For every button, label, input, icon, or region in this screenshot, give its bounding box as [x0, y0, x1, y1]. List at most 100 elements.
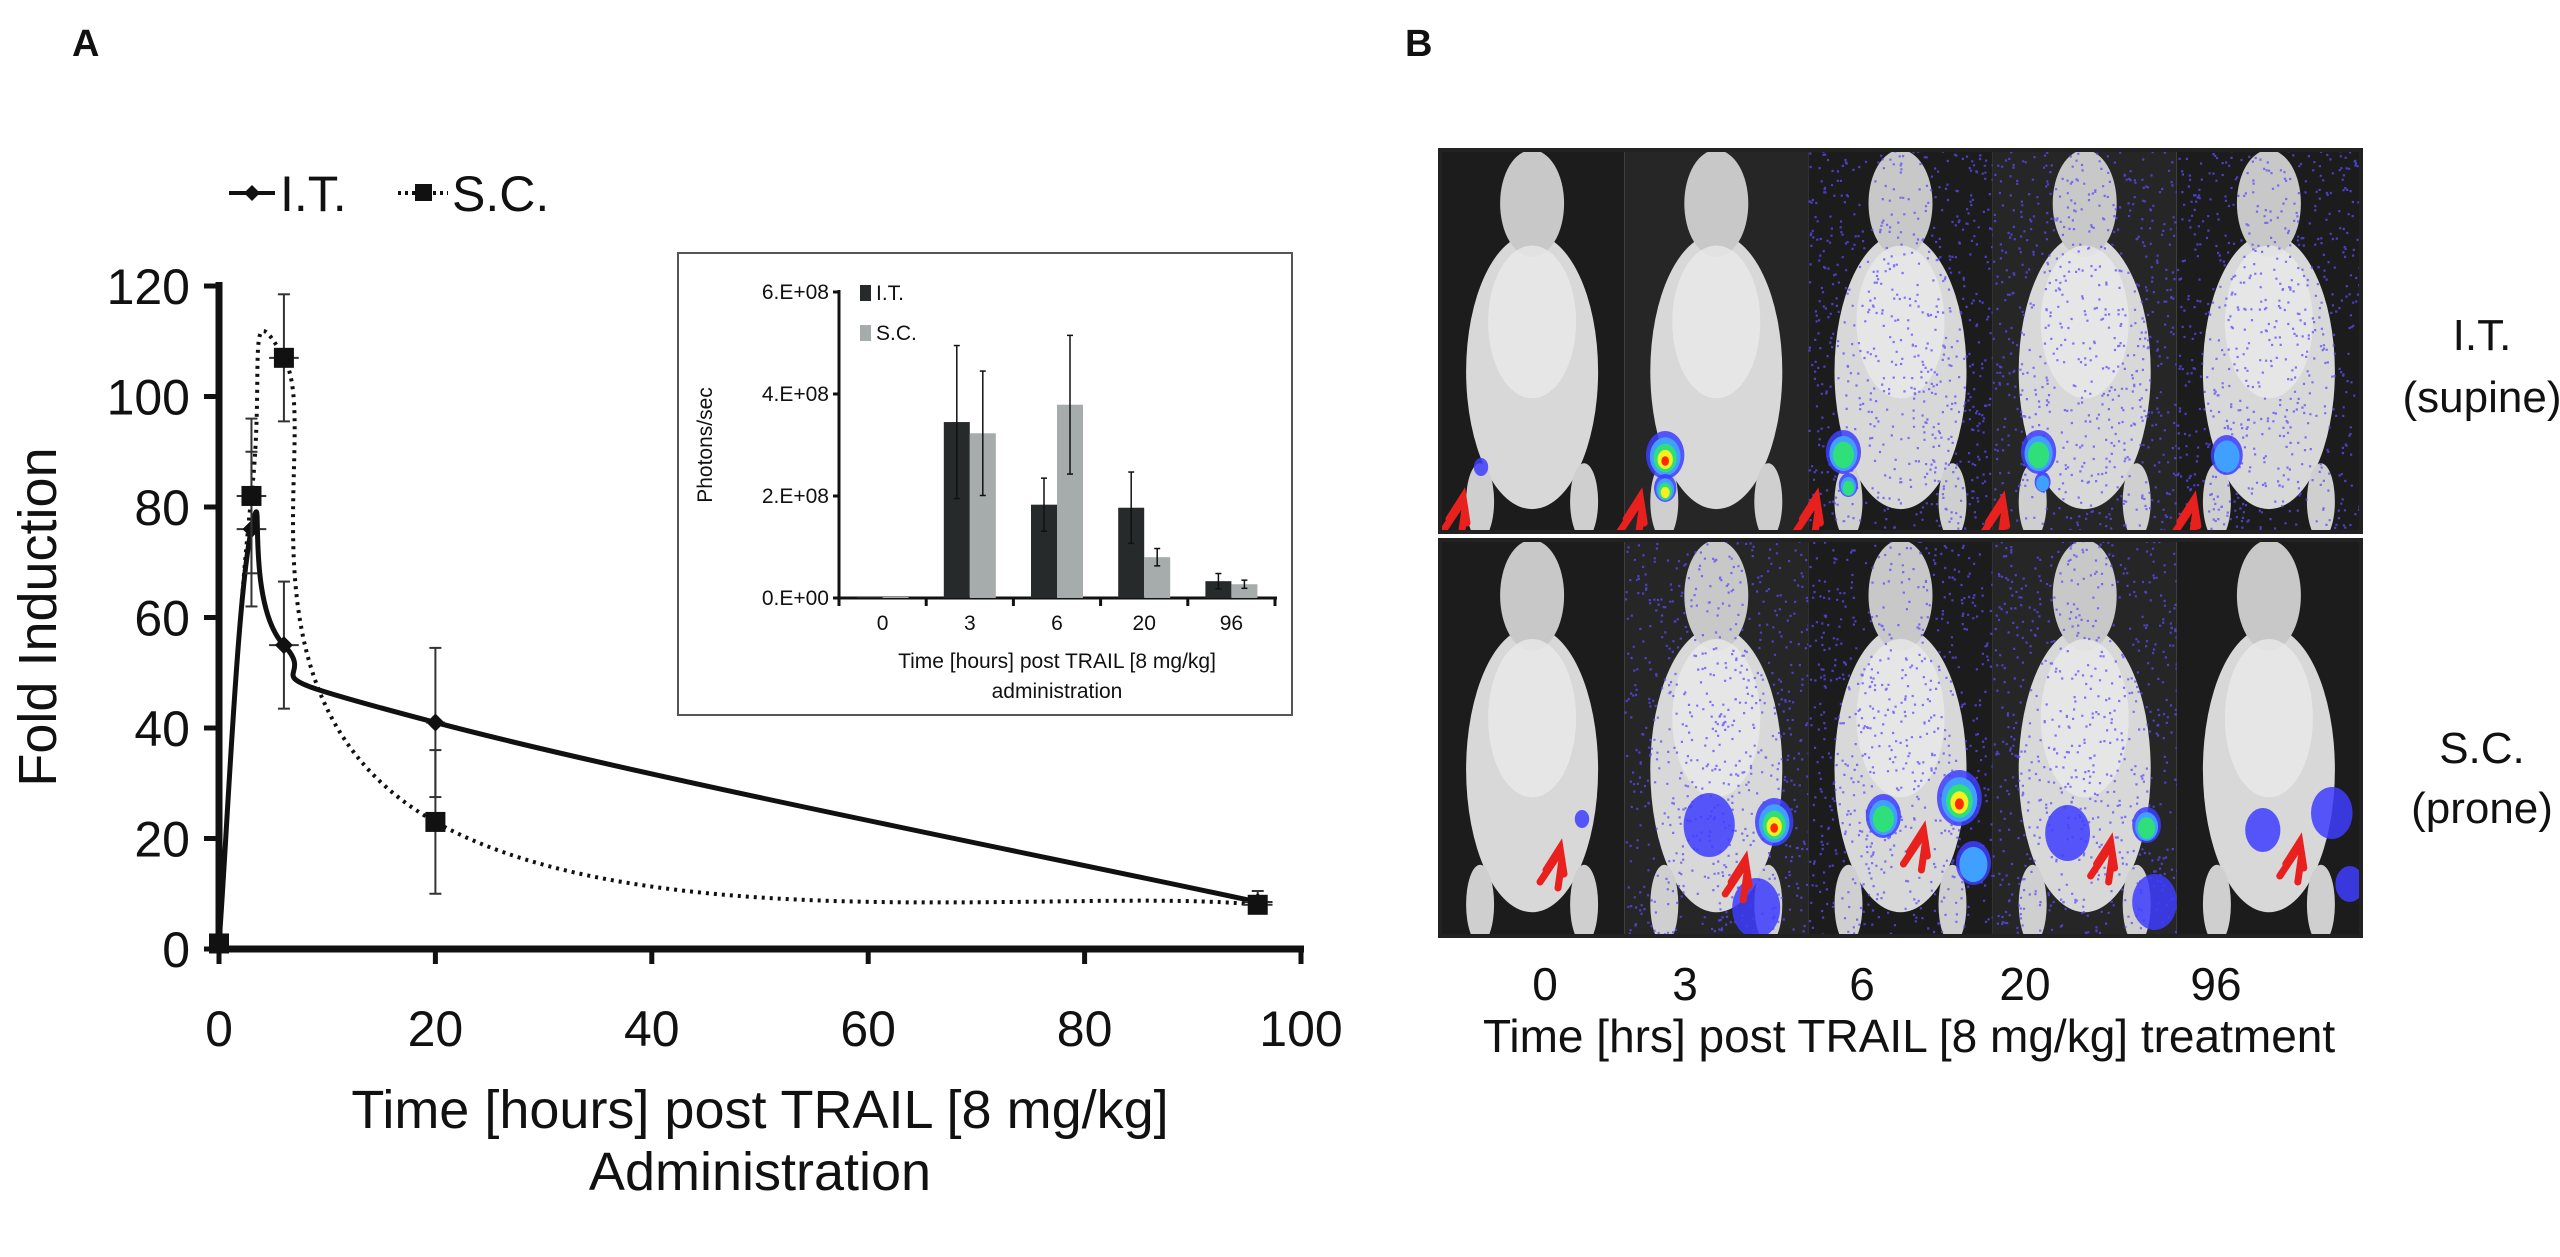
mouse-highlight — [1856, 245, 1945, 399]
y-tick-label: 80 — [134, 480, 190, 536]
red-arrow-icon — [1899, 820, 1931, 874]
data-point — [209, 933, 229, 954]
signal-blob — [2311, 787, 2353, 839]
background-signal-specks — [2176, 150, 2361, 532]
legend-marker-sc — [415, 184, 432, 201]
signal-blob — [1473, 458, 1489, 476]
panel-b-caption: Time [hrs] post TRAIL [8 mg/kg] treatmen… — [1483, 1010, 2335, 1062]
series-line-it — [216, 509, 1259, 944]
signal-blob — [2036, 475, 2049, 492]
mouse-head — [2052, 540, 2117, 651]
mouse-leg — [1570, 463, 1599, 532]
marker-square — [273, 347, 294, 368]
signal-blob — [2335, 866, 2361, 902]
mouse-head — [2236, 150, 2301, 257]
mouse-head — [1868, 540, 1933, 651]
marker-diamond — [426, 713, 445, 732]
image-row-sc-frame — [1438, 538, 2363, 938]
mouse-highlight — [2040, 639, 2129, 798]
inset-x-tick-label: 20 — [1133, 612, 1156, 635]
mouse-head — [1684, 540, 1749, 651]
series-line-sc — [217, 329, 1258, 944]
signal-blob — [2137, 817, 2156, 839]
mouse-image-0h — [1440, 150, 1625, 532]
inset-bar-chart: 0.E+00 2.E+08 4.E+08 6.E+08 0 3 6 20 96 Photons/… — [677, 252, 1293, 716]
inset-y-tick-label: 6.E+08 — [762, 281, 829, 304]
mouse-highlight — [1488, 245, 1577, 399]
marker-square — [425, 811, 446, 832]
x-tick-label: 20 — [408, 1001, 464, 1057]
timepoint-label: 3 — [1672, 958, 1698, 1010]
signal-blob — [2245, 808, 2281, 852]
mouse-image-3h — [1616, 150, 1809, 532]
image-row-it — [1440, 150, 2361, 532]
inset-x-tick-label: 6 — [1051, 612, 1063, 635]
data-point — [425, 646, 445, 799]
legend-marker-it — [244, 185, 260, 201]
x-tick-label: 0 — [205, 1001, 233, 1057]
signal-blob — [1770, 823, 1779, 833]
signal-blob — [1660, 486, 1670, 499]
red-arrow-icon — [2087, 832, 2119, 886]
row-label-it-position: (supine) — [2403, 373, 2560, 422]
data-point — [269, 580, 299, 710]
mouse-leg — [1570, 864, 1599, 936]
timepoint-label: 6 — [1849, 958, 1875, 1010]
signal-blob — [1732, 878, 1781, 936]
red-arrow-icon — [1792, 487, 1824, 532]
mouse-leg — [1938, 864, 1967, 936]
signal-blob — [1842, 480, 1855, 496]
row-label-sc: S.C. — [2439, 724, 2525, 773]
inset-legend-label-it: I.T. — [876, 282, 904, 305]
mouse-head — [2236, 540, 2301, 651]
bar-sc — [1231, 584, 1258, 598]
inset-legend-label-sc: S.C. — [876, 322, 917, 345]
mouse-leg — [2018, 864, 2047, 936]
signal-blob — [2045, 805, 2090, 861]
red-arrow-icon — [2276, 832, 2308, 886]
mouse-image-6h — [1792, 150, 1995, 532]
y-tick-label: 100 — [107, 370, 190, 426]
x-axis-title-line1: Time [hours] post TRAIL [8 mg/kg] — [351, 1080, 1168, 1140]
inset-x-tick-label: 96 — [1220, 612, 1243, 635]
legend-label-sc: S.C. — [452, 166, 549, 222]
legend-label-it: I.T. — [280, 166, 347, 222]
bioluminescence-images: I.T. (supine) S.C. (prone) 0 3 6 20 96 Time … — [1438, 148, 2560, 1062]
signal-blob — [1683, 793, 1735, 857]
panel-label-b: B — [1405, 23, 1432, 65]
signal-blob — [1661, 456, 1670, 466]
y-tick-label: 120 — [107, 259, 190, 315]
mouse-highlight — [1672, 639, 1761, 798]
mouse-leg — [2306, 463, 2335, 532]
data-point — [1242, 894, 1273, 915]
data-point — [269, 293, 299, 423]
inset-x-tick-label: 0 — [877, 612, 889, 635]
y-tick-label: 0 — [162, 922, 190, 978]
signal-blob — [1954, 798, 1964, 810]
marker-square — [209, 933, 229, 954]
signal-blob — [1872, 805, 1894, 833]
y-axis-title: Fold Induction — [8, 447, 68, 786]
background-signal-specks — [1992, 540, 2179, 936]
red-arrow-icon — [1616, 487, 1648, 532]
x-tick-label: 60 — [840, 1001, 896, 1057]
data-point — [425, 749, 446, 895]
red-arrow-icon — [1721, 850, 1753, 904]
data-point — [236, 417, 267, 575]
mouse-head — [1500, 150, 1565, 257]
inset-y-tick-label: 2.E+08 — [762, 485, 829, 508]
mouse-highlight — [1856, 639, 1945, 798]
image-row-sc — [1440, 540, 2361, 936]
timepoint-label: 20 — [1999, 958, 2050, 1010]
mouse-leg — [1938, 463, 1967, 532]
mouse-leg — [2306, 864, 2335, 936]
mouse-image-6h — [1808, 540, 1995, 936]
x-axis-title-line2: Administration — [589, 1142, 931, 1202]
mouse-image-96h — [2176, 540, 2361, 936]
mouse-leg — [1754, 463, 1783, 532]
timepoint-label: 96 — [2190, 958, 2241, 1010]
mouse-head — [1868, 150, 1933, 257]
inset-x-tick-label: 3 — [964, 612, 976, 635]
timepoint-label: 0 — [1532, 958, 1558, 1010]
